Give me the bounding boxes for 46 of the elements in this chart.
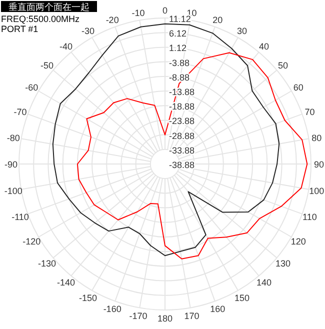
spoke-label: -30: [81, 26, 95, 36]
spoke-label: 100: [309, 186, 324, 196]
spoke-label: 90: [314, 160, 324, 170]
spoke-label: 140: [256, 277, 272, 288]
spoke-label: 180: [157, 314, 173, 324]
spoke-label: 20: [212, 14, 223, 25]
spoke-label: 110: [302, 212, 317, 222]
spoke-label: 120: [290, 236, 306, 246]
spoke-label: 130: [275, 258, 290, 268]
text: FREQ:5500.00MHz: [1, 14, 80, 24]
spoke-label: -140: [57, 277, 76, 288]
spoke-label: -110: [12, 212, 29, 222]
spoke-label: -40: [60, 42, 73, 52]
y-tick-label: -23.88: [169, 116, 195, 126]
spoke-label: 30: [236, 26, 248, 36]
text: PORT #1: [1, 24, 38, 34]
spoke-label: 40: [258, 42, 269, 52]
y-tick-label: -3.88: [169, 58, 190, 68]
spoke-label: -120: [22, 236, 41, 246]
spoke-label: 160: [210, 304, 226, 314]
y-tick-label: -38.88: [169, 160, 195, 170]
spoke-label: 70: [304, 106, 315, 117]
spoke-label: -10: [132, 8, 145, 18]
y-tick-label: -33.88: [169, 145, 195, 156]
spoke-label: 0: [162, 6, 168, 16]
spoke-label: -60: [25, 82, 38, 92]
spoke-label: -170: [129, 311, 148, 322]
spoke-label: -150: [78, 292, 98, 303]
spoke-label: -20: [106, 14, 119, 25]
chart-title: 垂直面两个面在一起: [8, 2, 90, 12]
y-tick-label: 6.12: [169, 28, 187, 39]
spoke-label: -70: [14, 106, 27, 117]
spoke-label: -50: [40, 60, 54, 71]
spoke-label: -160: [103, 304, 122, 314]
spoke-label: -90: [4, 160, 18, 170]
spoke-label: 60: [293, 82, 304, 92]
spoke-label: 150: [234, 292, 250, 303]
spoke-label: -80: [6, 132, 20, 143]
y-tick-label: 1.12: [169, 43, 187, 54]
spoke-label: 50: [278, 60, 288, 71]
spoke-label: 170: [184, 311, 200, 322]
spoke-label: -130: [38, 258, 56, 268]
y-tick-label: -28.88: [169, 130, 195, 141]
y-tick-label: 11.12: [169, 14, 191, 24]
spoke-label: -100: [4, 186, 22, 196]
spoke-label: 80: [312, 132, 322, 143]
